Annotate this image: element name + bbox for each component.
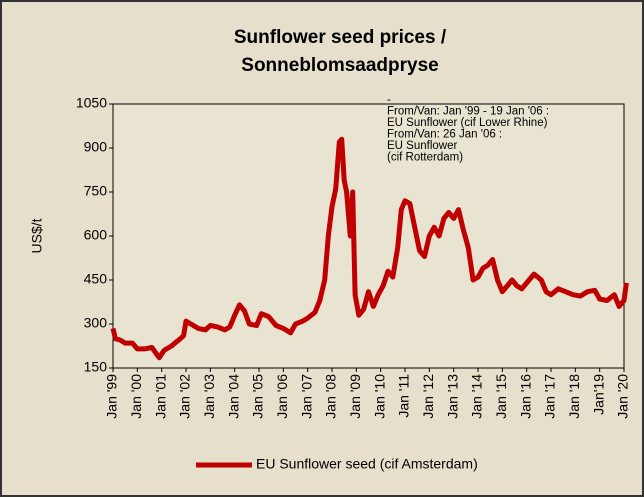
x-tick-label: Jan '00 bbox=[128, 374, 144, 419]
y-tick-label: 1050 bbox=[76, 95, 107, 111]
x-tick-label: Jan '16 bbox=[517, 374, 533, 419]
x-tick-label: Jan'19 bbox=[590, 374, 606, 415]
annotation: From/Van: 26 Jan '06 : bbox=[387, 129, 502, 141]
x-tick-label: Jan '07 bbox=[298, 374, 314, 419]
x-tick-label: Jan '02 bbox=[177, 374, 193, 419]
x-tick-label: Jan '99 bbox=[104, 374, 120, 419]
annotation: - bbox=[387, 94, 391, 106]
x-tick-label: Jan '10 bbox=[371, 374, 387, 419]
x-tick-label: Jan '08 bbox=[323, 374, 339, 419]
annotation: EU Sunflower bbox=[387, 140, 457, 152]
annotation: (cif Rotterdam) bbox=[387, 152, 463, 164]
x-tick-label: Jan '17 bbox=[542, 374, 558, 419]
x-tick-label: Jan '09 bbox=[347, 374, 363, 419]
chart-title: Sunflower seed prices / bbox=[234, 27, 447, 48]
x-tick-label: Jan '01 bbox=[152, 374, 168, 419]
x-tick-label: Jan '13 bbox=[444, 374, 460, 419]
annotation: From/Van: Jan '99 - 19 Jan '06 : bbox=[387, 106, 549, 118]
x-tick-label: Jan '11 bbox=[396, 374, 412, 418]
x-tick-label: Jan '20 bbox=[615, 374, 631, 419]
legend-label: EU Sunflower seed (cif Amsterdam) bbox=[256, 456, 478, 472]
chart-title: Sonneblomsaadpryse bbox=[241, 55, 438, 76]
y-axis-label: US$/t bbox=[29, 218, 45, 253]
y-tick-label: 750 bbox=[84, 183, 108, 199]
y-tick-label: 900 bbox=[84, 139, 108, 155]
x-tick-label: Jan '06 bbox=[274, 374, 290, 419]
x-tick-label: Jan '18 bbox=[566, 374, 582, 419]
x-tick-label: Jan '03 bbox=[201, 374, 217, 419]
x-tick-label: Jan '05 bbox=[250, 374, 266, 419]
x-tick-label: Jan '04 bbox=[225, 374, 241, 419]
annotation: EU Sunflower (cif Lower Rhine) bbox=[387, 117, 548, 129]
x-tick-label: Jan '12 bbox=[420, 374, 436, 419]
line-series bbox=[110, 136, 629, 361]
y-tick-label: 150 bbox=[84, 359, 108, 375]
y-tick-label: 300 bbox=[84, 315, 108, 331]
plot-area bbox=[112, 103, 625, 369]
y-tick-label: 450 bbox=[84, 271, 108, 287]
x-tick-label: Jan '14 bbox=[469, 374, 485, 419]
y-tick-label: 600 bbox=[84, 227, 108, 243]
x-tick-label: Jan '15 bbox=[493, 374, 509, 419]
